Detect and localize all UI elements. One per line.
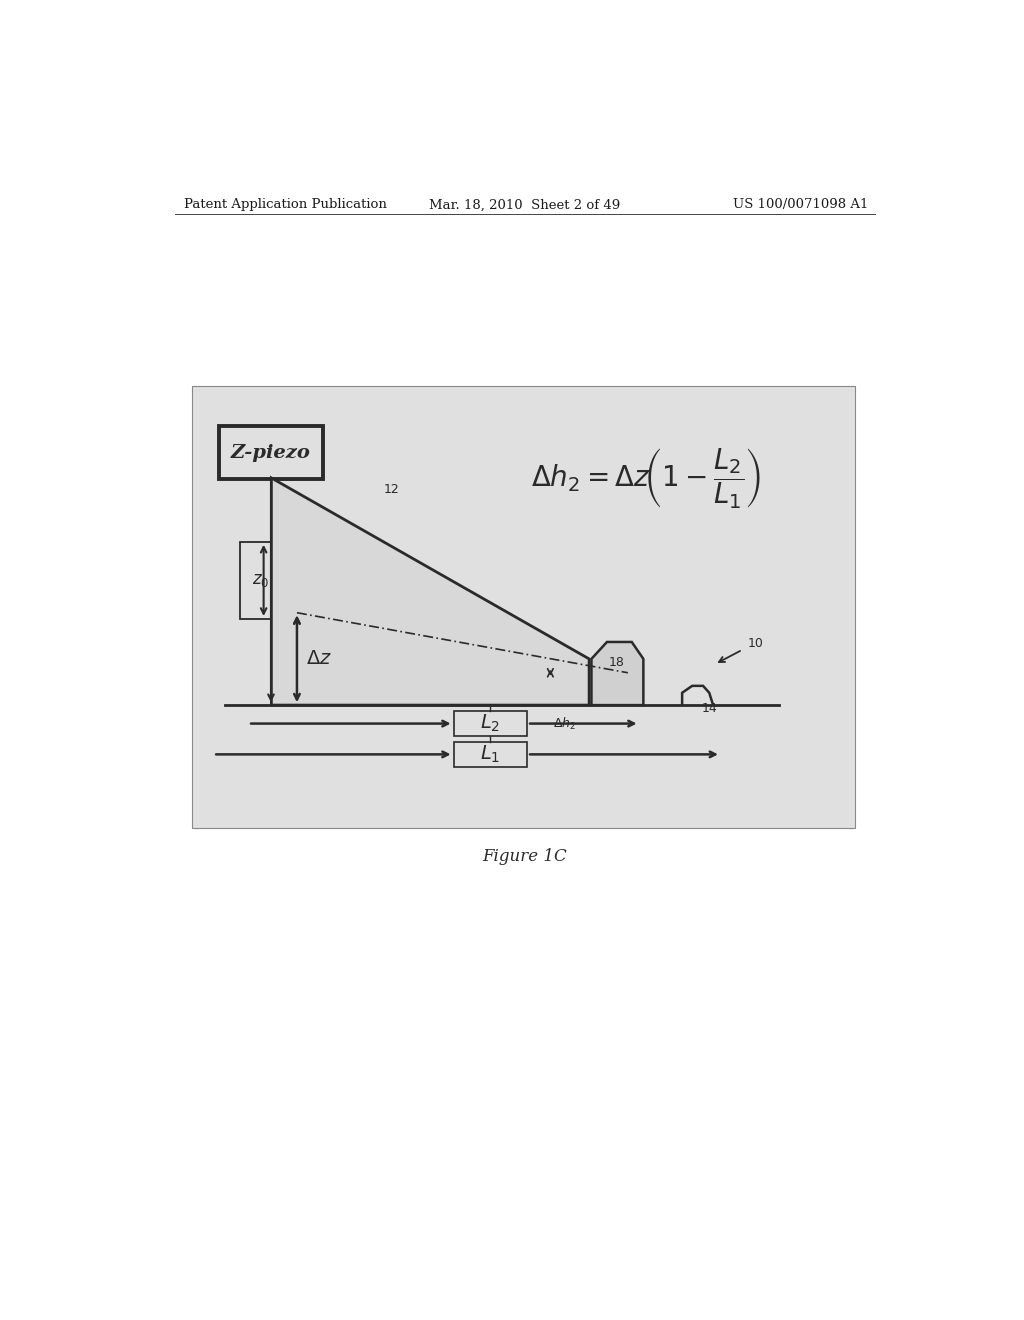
Bar	[454, 742, 527, 767]
Text: Mar. 18, 2010  Sheet 2 of 49: Mar. 18, 2010 Sheet 2 of 49	[429, 198, 621, 211]
Text: 14: 14	[701, 702, 717, 715]
Text: $L_2$: $L_2$	[480, 713, 501, 734]
Text: 12: 12	[384, 483, 399, 496]
Text: US 100/0071098 A1: US 100/0071098 A1	[733, 198, 868, 211]
Bar	[454, 711, 527, 737]
Text: $\Delta z$: $\Delta z$	[306, 649, 332, 668]
Text: $\Delta h_2 = \Delta z\!\left(1 - \dfrac{L_2}{L_1}\right)$: $\Delta h_2 = \Delta z\!\left(1 - \dfrac…	[531, 447, 761, 511]
Bar	[193, 385, 855, 829]
Polygon shape	[271, 478, 589, 705]
Text: $z_0$: $z_0$	[252, 572, 269, 589]
Text: Z-piezo: Z-piezo	[231, 444, 311, 462]
Text: 18: 18	[608, 656, 625, 669]
Text: $\Delta h_2$: $\Delta h_2$	[554, 715, 577, 733]
Text: 10: 10	[748, 638, 764, 649]
Text: Patent Application Publication: Patent Application Publication	[183, 198, 387, 211]
Text: Figure 1C: Figure 1C	[482, 847, 567, 865]
Text: $L_1$: $L_1$	[480, 743, 501, 766]
Polygon shape	[592, 642, 643, 705]
Bar	[219, 426, 323, 479]
Bar	[241, 543, 281, 619]
